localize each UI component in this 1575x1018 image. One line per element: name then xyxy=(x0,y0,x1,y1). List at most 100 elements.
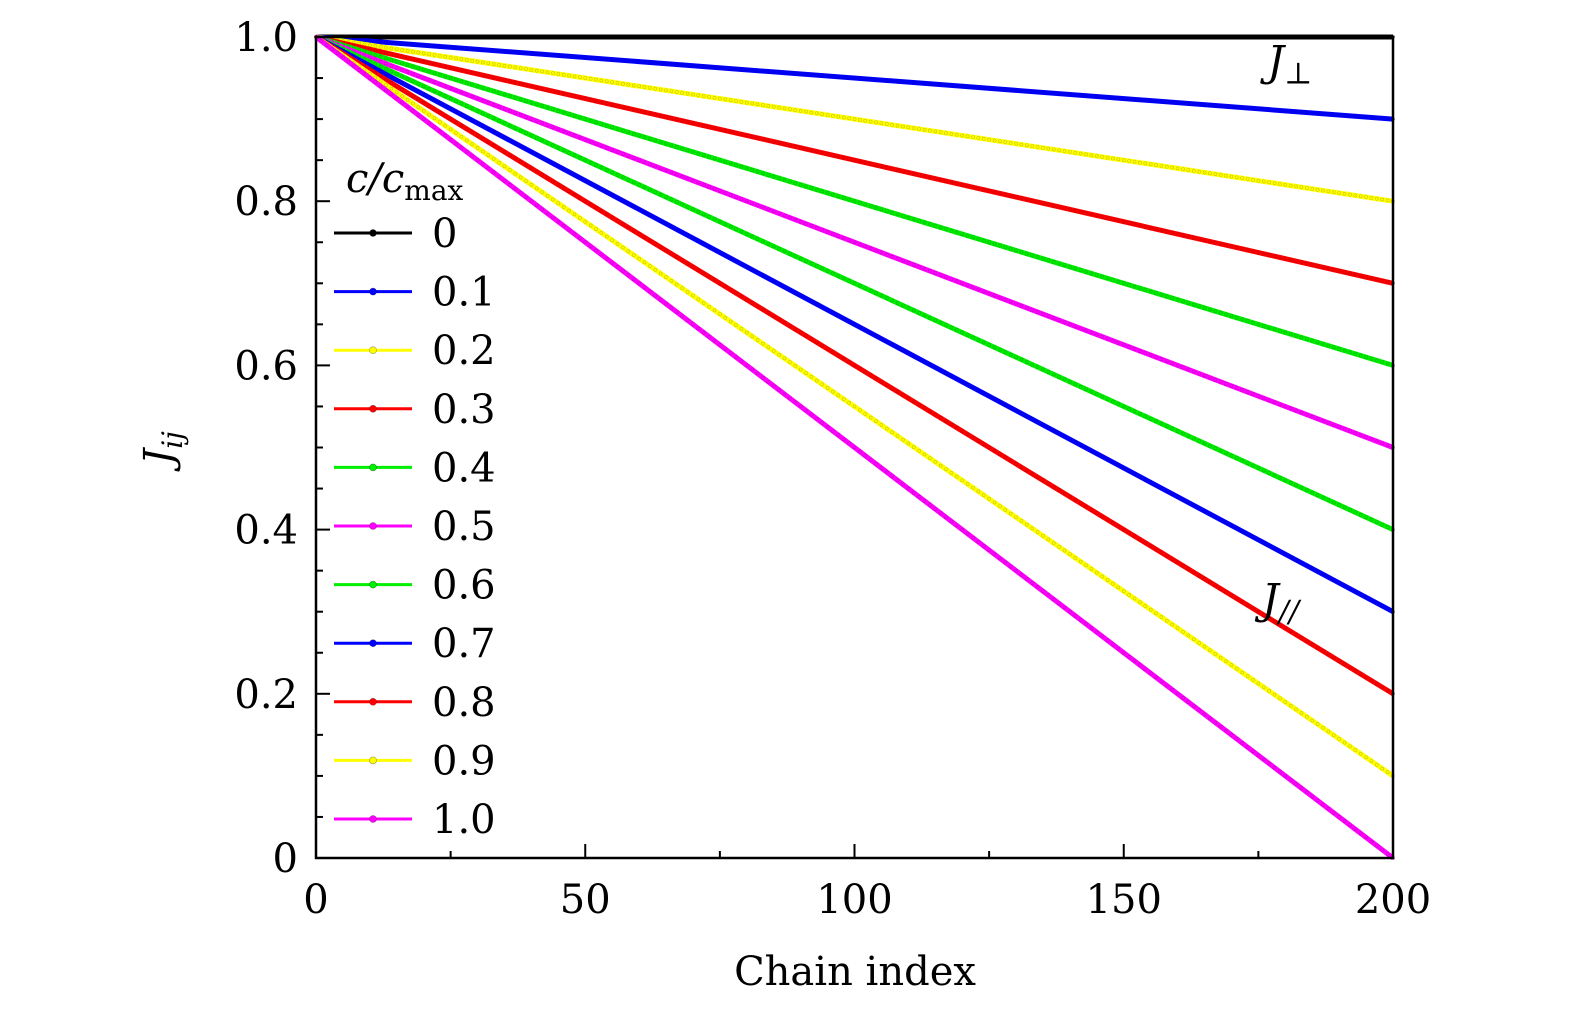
data-point xyxy=(658,271,663,276)
data-point xyxy=(648,86,652,90)
data-point xyxy=(674,282,679,287)
data-point xyxy=(556,72,561,76)
data-point xyxy=(1014,355,1018,359)
data-point xyxy=(615,173,620,177)
data-point xyxy=(448,55,453,60)
data-point xyxy=(1175,560,1180,565)
data-point xyxy=(1121,219,1126,224)
data-point xyxy=(551,125,555,130)
data-point xyxy=(1148,607,1153,612)
data-point xyxy=(987,137,991,142)
data-point xyxy=(1105,276,1110,281)
data-point xyxy=(863,453,868,458)
data-point xyxy=(481,111,485,116)
data-point xyxy=(1342,740,1347,745)
data-point xyxy=(1191,436,1196,441)
data-point xyxy=(448,45,453,50)
data-point xyxy=(470,70,474,75)
data-point xyxy=(917,448,921,453)
data-point xyxy=(933,318,938,323)
data-point xyxy=(1305,261,1309,266)
data-point xyxy=(1181,299,1185,304)
data-point xyxy=(416,50,421,55)
data-point xyxy=(394,59,399,64)
data-point xyxy=(761,69,765,73)
data-point xyxy=(728,256,733,261)
data-point xyxy=(685,120,690,124)
data-point xyxy=(405,91,410,95)
data-point xyxy=(701,330,706,335)
data-point xyxy=(782,213,787,218)
data-point xyxy=(394,90,399,95)
data-point xyxy=(658,245,663,249)
data-point xyxy=(1251,392,1255,396)
data-point xyxy=(868,415,873,420)
data-point xyxy=(750,68,754,73)
data-point xyxy=(981,442,986,447)
data-point xyxy=(1116,524,1121,529)
data-point xyxy=(879,121,884,126)
data-point xyxy=(1138,537,1142,542)
data-point xyxy=(1073,150,1078,155)
data-point xyxy=(1084,622,1088,626)
data-point xyxy=(1191,235,1196,240)
data-point xyxy=(432,44,437,48)
data-point xyxy=(578,75,582,80)
data-point xyxy=(583,199,588,203)
data-point xyxy=(1278,329,1282,333)
data-point xyxy=(831,350,835,355)
data-point xyxy=(572,232,577,236)
data-point xyxy=(1100,574,1105,579)
data-point xyxy=(906,215,911,220)
data-point xyxy=(378,84,383,89)
data-point xyxy=(766,242,771,246)
data-point xyxy=(944,275,948,279)
data-point xyxy=(831,114,835,118)
data-point xyxy=(1218,311,1223,315)
data-point xyxy=(750,301,754,305)
data-point xyxy=(680,91,684,95)
data-point xyxy=(443,84,448,89)
data-point xyxy=(745,133,749,138)
data-point xyxy=(664,302,668,306)
data-point xyxy=(529,117,534,121)
y-axis-label: Jij xyxy=(136,431,189,472)
data-point xyxy=(669,170,674,175)
data-point xyxy=(1385,688,1390,693)
series-points xyxy=(314,35,1395,121)
data-point xyxy=(734,195,738,199)
data-point xyxy=(1100,95,1105,99)
data-point xyxy=(1143,414,1148,419)
data-point xyxy=(1353,510,1358,515)
data-point xyxy=(863,160,868,165)
data-point xyxy=(960,232,965,236)
data-point xyxy=(685,148,690,153)
data-point xyxy=(771,279,776,284)
data-point xyxy=(885,252,889,257)
data-point xyxy=(777,247,781,251)
legend-marker xyxy=(369,639,377,648)
data-point xyxy=(561,224,566,228)
data-point xyxy=(1208,512,1212,516)
data-point xyxy=(674,62,679,67)
data-point xyxy=(1278,402,1282,407)
data-point xyxy=(1326,266,1331,271)
data-point xyxy=(497,104,501,109)
data-point xyxy=(1051,597,1056,602)
data-point xyxy=(384,40,388,45)
data-point xyxy=(1030,308,1035,312)
data-point xyxy=(820,343,824,348)
data-point xyxy=(1299,185,1304,190)
data-point xyxy=(459,79,464,84)
data-point xyxy=(1143,98,1148,103)
data-point xyxy=(1116,402,1121,406)
data-point xyxy=(1127,593,1131,597)
data-point xyxy=(1364,755,1368,760)
data-point xyxy=(1154,483,1158,488)
data-point xyxy=(911,354,916,358)
data-point xyxy=(669,306,674,310)
data-point xyxy=(464,104,469,108)
data-point xyxy=(1364,675,1368,680)
data-point xyxy=(1294,259,1298,263)
data-point xyxy=(766,276,771,281)
